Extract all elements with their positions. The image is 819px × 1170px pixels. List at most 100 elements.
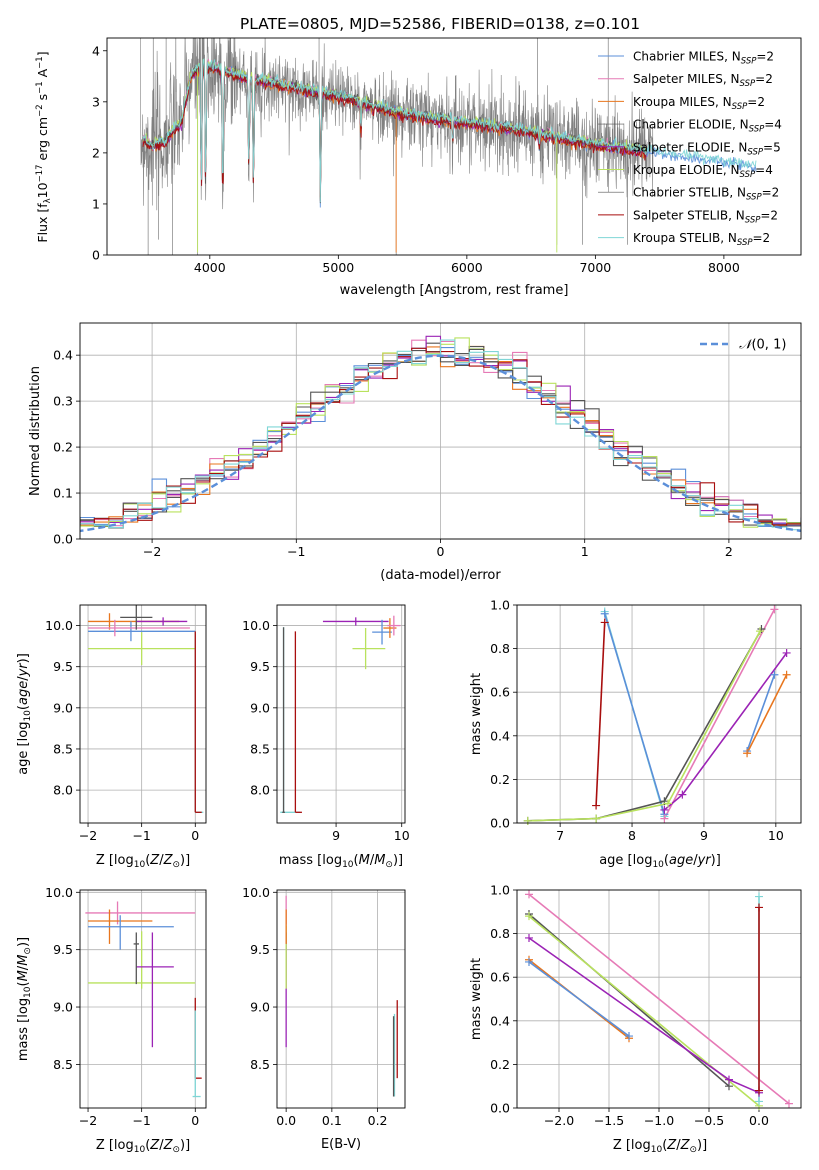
legend-label: Salpeter MILES, NSSP=2: [633, 72, 773, 89]
x-tick-label: 0.2: [368, 1113, 388, 1128]
massweight-marker: [782, 670, 791, 679]
axes-frame: [79, 322, 802, 540]
y-tick-label: 10.0: [242, 618, 270, 633]
y-tick-label: 0.8: [490, 641, 510, 656]
massweight-marker: [600, 609, 609, 618]
errorbar-plot-area: [85, 901, 202, 1098]
y-tick-label: 9.5: [250, 942, 270, 957]
x-tick-label: 10: [394, 828, 410, 843]
residual-histogram-step: [80, 339, 801, 531]
axes-frame: [276, 889, 406, 1109]
axes-frame: [516, 604, 802, 824]
y-tick-label: 0.4: [490, 728, 510, 743]
legend-rest: =2: [747, 95, 765, 109]
x-tick-label: 0: [437, 544, 445, 559]
x-axis-label: (data-model)/error: [380, 568, 501, 583]
x-tick-label: 0.0: [749, 1113, 769, 1128]
y-tick-label: 1.0: [490, 883, 510, 898]
x-axis-label: Z [log10(Z/Z⊙)]: [613, 1138, 707, 1155]
y-tick-label: 1.0: [490, 598, 510, 613]
massweight-line: [663, 609, 776, 819]
legend-label: Kroupa MILES, NSSP=2: [633, 95, 765, 112]
x-tick-label: −2: [143, 544, 161, 559]
y-tick-label: 9.5: [250, 659, 270, 674]
y-tick-label: 0.2: [490, 1057, 510, 1072]
x-tick-label: −1: [132, 1113, 150, 1128]
y-tick-label: 0.3: [53, 394, 73, 409]
subscript: SSP: [737, 238, 753, 248]
y-tick-label: 4: [92, 43, 100, 58]
y-axis-label: mass weight: [469, 958, 484, 1040]
y-tick-label: 8.5: [53, 741, 73, 756]
x-axis-label: mass [log10(M/M⊙)]: [279, 853, 403, 870]
x-tick-label: 8: [628, 828, 636, 843]
x-axis-label: wavelength [Angstrom, rest frame]: [340, 283, 569, 298]
legend-label: Salpeter ELODIE, NSSP=5: [633, 140, 781, 157]
histogram-panel: −2 −1 0 1 2 0.0 0.1 0.2 0.3 0.4 𝒩(0, 1) (data-model…: [28, 322, 802, 583]
massweight-marker: [755, 892, 763, 901]
spectrum-panel: 4000 5000 6000 7000 8000 0 1 2 3 4 Chabrier MILES,…: [35, 37, 802, 298]
age-vs-Z-panel: −2 −1 0 8.0 8.5 9.0 9.5 10.0 Z [log10(Z/Z⊙)] age …: [16, 604, 207, 870]
figure-title: PLATE=0805, MJD=52586, FIBERID=0138, z=0…: [240, 15, 640, 33]
y-axis-label: age [log10(age/yr)]: [16, 653, 33, 775]
y-tick-label: 8.5: [250, 741, 270, 756]
y-tick-label: 9.0: [250, 1000, 270, 1015]
massweight-line: [527, 628, 763, 822]
x-tick-label: −2: [79, 1113, 97, 1128]
x-tick-label: 6000: [451, 260, 483, 275]
y-tick-label: 0.0: [490, 1101, 510, 1116]
x-tick-label: 2: [725, 544, 733, 559]
legend-rest: =2: [760, 208, 778, 222]
massweight-marker: [525, 957, 533, 966]
massweight-marker: [592, 814, 601, 823]
massweight-line: [527, 630, 761, 822]
y-tick-label: 10.0: [45, 618, 73, 633]
y-tick-label: 3: [92, 94, 100, 109]
massweight-marker: [592, 801, 601, 810]
legend-label: Kroupa ELODIE, NSSP=4: [633, 163, 773, 180]
errorbar-plot-area: [285, 895, 398, 1097]
x-tick-label: −0.5: [694, 1113, 724, 1128]
y-tick-label: 8.0: [53, 783, 73, 798]
massweight-marker: [523, 816, 532, 825]
legend-rest: =2: [762, 186, 780, 200]
massweight-marker: [600, 618, 609, 627]
legend-rest: =4: [755, 163, 773, 177]
y-tick-label: 8.0: [250, 783, 270, 798]
y-tick-label: 0.0: [53, 532, 73, 547]
y-tick-label: 0.4: [53, 348, 73, 363]
x-axis-label: age [log10(age/yr)]: [599, 853, 721, 870]
y-tick-label: 0.6: [490, 970, 510, 985]
subscript: SSP: [741, 57, 757, 67]
errorbar-plot-area: [280, 615, 401, 813]
y-tick-label: 10.0: [45, 885, 73, 900]
legend-label: 𝒩(0, 1): [739, 338, 786, 353]
legend-rest: =2: [753, 231, 771, 245]
x-tick-label: −1: [287, 544, 305, 559]
y-tick-label: 0.8: [490, 926, 510, 941]
observed-spectrum: [140, 38, 654, 211]
x-axis-label: Z [log10(Z/Z⊙)]: [96, 1138, 190, 1155]
errorbar-plot-area: [88, 605, 204, 813]
x-tick-label: 4000: [194, 260, 226, 275]
y-tick-label: 8.5: [250, 1057, 270, 1072]
x-tick-label: 0: [191, 1113, 199, 1128]
y-tick-label: 8.5: [53, 1057, 73, 1072]
legend-label: Chabrier STELIB, NSSP=2: [633, 186, 779, 203]
y-tick-label: 0.1: [53, 486, 73, 501]
massweight-line: [663, 652, 788, 811]
spectrum-legend: Chabrier MILES, NSSP=2 Salpeter MILES, NS…: [598, 50, 782, 248]
y-tick-label: 10.0: [242, 885, 270, 900]
legend-rest: =2: [756, 50, 774, 64]
legend-label: Salpeter STELIB, NSSP=2: [633, 208, 778, 225]
massweight-plot-area: [527, 609, 788, 822]
legend-rest: =5: [763, 140, 781, 154]
histogram-plot-area: [80, 335, 801, 533]
x-tick-label: 5000: [322, 260, 354, 275]
y-tick-label: 9.0: [53, 1000, 73, 1015]
y-tick-label: 2: [92, 145, 100, 160]
x-axis-label: Z [log10(Z/Z⊙)]: [96, 853, 190, 870]
x-tick-label: −1.5: [594, 1113, 624, 1128]
